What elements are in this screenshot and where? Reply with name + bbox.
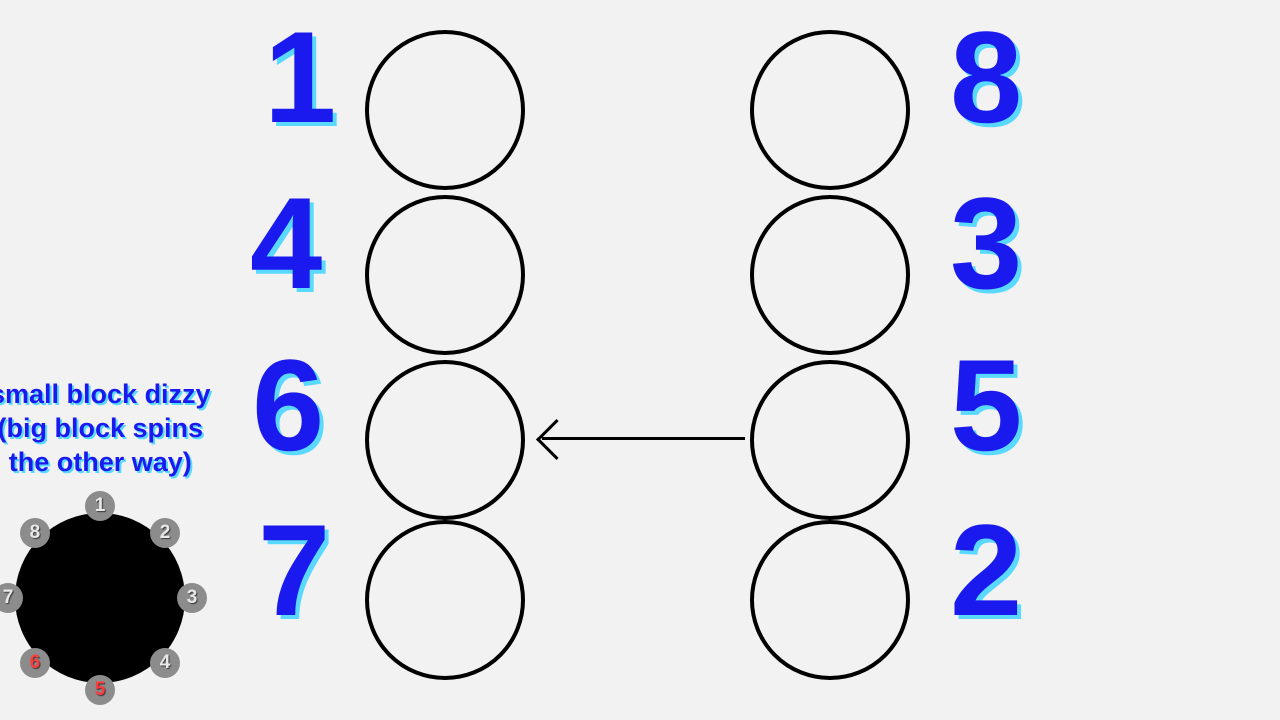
distributor-terminal-4: 4	[150, 648, 180, 678]
distributor-terminal-6: 6	[20, 648, 50, 678]
distributor-terminal-1: 1	[85, 491, 115, 521]
distributor-terminal-2: 2	[150, 518, 180, 548]
distributor-terminal-3: 3	[177, 583, 207, 613]
distributor: 12345678	[0, 0, 1280, 720]
distributor-terminal-5: 5	[85, 675, 115, 705]
distributor-terminal-8: 8	[20, 518, 50, 548]
